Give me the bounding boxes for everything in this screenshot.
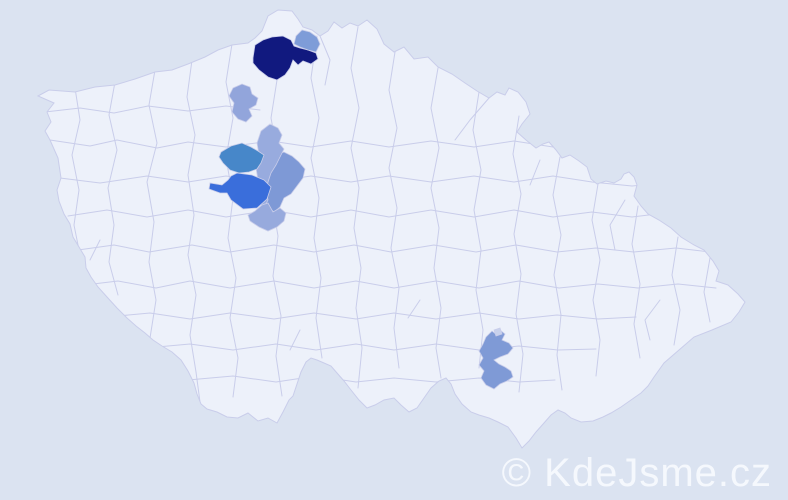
country-outline (36, 9, 746, 449)
district-brno-area[interactable] (478, 329, 514, 390)
district-north-neighbor[interactable] (293, 29, 321, 53)
district-northwest-light[interactable] (228, 83, 259, 123)
district-prague[interactable] (208, 172, 272, 210)
district-south-of-prague[interactable] (247, 202, 287, 232)
district-borders (44, 26, 717, 403)
district-brno-city-notch[interactable] (493, 327, 503, 337)
highlighted-districts (208, 29, 514, 390)
district-north-darkest[interactable] (252, 35, 319, 81)
district-kladno-area[interactable] (218, 142, 265, 174)
